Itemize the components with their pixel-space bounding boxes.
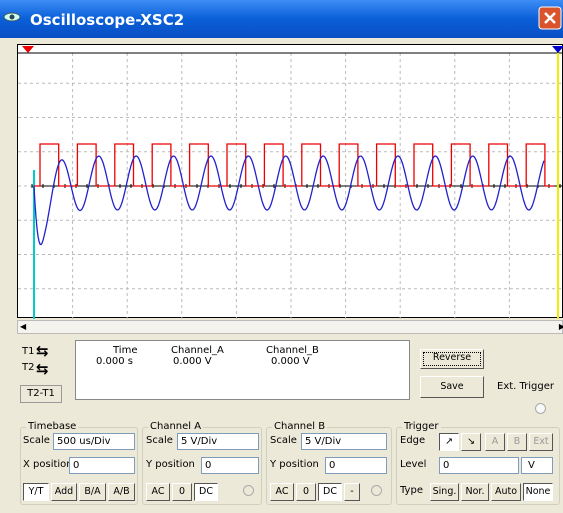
readout-header: Channel_B	[266, 345, 319, 356]
coupling-button[interactable]: AC	[270, 483, 294, 501]
group-label: Channel A	[148, 421, 204, 432]
coupling-button[interactable]: AC	[146, 483, 170, 501]
cursor-2-marker	[552, 46, 563, 53]
channel-a-group: Channel A Scale 5 V/Div Y position 0 AC …	[142, 421, 262, 505]
title-bar-bg	[0, 0, 563, 38]
level-input[interactable]: 0	[439, 457, 519, 474]
scale-input[interactable]: 5 V/Div	[177, 433, 259, 450]
channel-b-group: Channel B Scale 5 V/Div Y position 0 AC …	[266, 421, 392, 505]
edge-label: Edge	[400, 435, 426, 446]
readout-value: 0.000 V	[173, 356, 212, 367]
type-label: Type	[400, 485, 423, 496]
title-bar: Oscilloscope-XSC2	[0, 0, 563, 38]
position-input[interactable]: 0	[325, 457, 387, 474]
scale-label: Scale	[270, 435, 297, 446]
type-button[interactable]: Nor.	[461, 483, 489, 501]
t2-arrows[interactable]: ⇆	[36, 360, 49, 378]
group-label: Timebase	[26, 421, 79, 432]
position-input[interactable]: 0	[201, 457, 259, 474]
timebase-group: Timebase Scale 500 us/Div X position 0 Y…	[20, 421, 138, 505]
t1-arrows[interactable]: ⇆	[36, 342, 49, 360]
app-icon	[3, 12, 21, 22]
coupling-button[interactable]: DC	[318, 483, 342, 501]
readout: Time Channel_A Channel_B 0.000 s 0.000 V…	[75, 340, 410, 400]
position-label: X position	[23, 459, 73, 470]
mode-button[interactable]: A/B	[108, 483, 135, 501]
scale-input[interactable]: 500 us/Div	[53, 433, 135, 450]
reverse-button[interactable]: Reverse	[420, 349, 484, 369]
window-title: Oscilloscope-XSC2	[30, 11, 184, 29]
radio[interactable]	[243, 485, 254, 496]
radio[interactable]	[371, 485, 382, 496]
scale-label: Scale	[23, 435, 50, 446]
position-label: Y position	[146, 459, 195, 470]
cursor-1-marker	[22, 46, 34, 53]
screen	[17, 44, 563, 319]
close-button[interactable]	[538, 6, 562, 30]
coupling-button[interactable]: 0	[296, 483, 316, 501]
mode-button[interactable]: Y/T	[23, 483, 49, 501]
t2-t1-label: T2-T1	[20, 385, 62, 403]
mode-button[interactable]: Add	[51, 483, 77, 501]
scale-input[interactable]: 5 V/Div	[301, 433, 387, 450]
type-button[interactable]: Auto	[491, 483, 521, 501]
readout-header: Channel_A	[171, 345, 224, 356]
coupling-button[interactable]: DC	[194, 483, 218, 501]
readout-header: Time	[113, 345, 138, 356]
mode-button[interactable]: B/A	[79, 483, 106, 501]
rising-edge-button[interactable]: ↗	[439, 433, 459, 451]
coupling-button[interactable]: 0	[172, 483, 192, 501]
group-label: Trigger	[402, 421, 441, 432]
position-label: Y position	[270, 459, 319, 470]
ext-trigger-label: Ext. Trigger	[497, 381, 555, 392]
scrollbar[interactable]: ◀ ▶	[17, 320, 563, 334]
channel-a-trace	[34, 143, 554, 187]
save-button[interactable]: Save	[420, 376, 484, 398]
source-button[interactable]: A	[485, 433, 505, 451]
t2-label: T2	[22, 362, 35, 373]
level-unit[interactable]: V	[521, 457, 553, 474]
channel-b-trace	[33, 155, 545, 246]
level-label: Level	[400, 459, 427, 470]
readout-value: 0.000 s	[96, 356, 134, 367]
screen-plot	[18, 46, 563, 319]
type-button[interactable]: None	[523, 483, 553, 501]
type-button[interactable]: Sing.	[430, 483, 459, 501]
scroll-left[interactable]: ◀	[20, 322, 27, 331]
falling-edge-button[interactable]: ↘	[461, 433, 481, 451]
ext-trigger-radio[interactable]	[535, 403, 546, 414]
readout-value: 0.000 V	[271, 356, 310, 367]
t1-label: T1	[22, 346, 35, 357]
trigger-group: Trigger Edge ↗ ↘ A B Ext Level 0 V Type …	[396, 421, 560, 505]
scale-label: Scale	[146, 435, 173, 446]
coupling-button[interactable]: -	[344, 483, 360, 501]
source-button[interactable]: Ext	[529, 433, 553, 451]
group-label: Channel B	[272, 421, 328, 432]
source-button[interactable]: B	[507, 433, 527, 451]
scroll-right[interactable]: ▶	[558, 322, 563, 331]
position-input[interactable]: 0	[69, 457, 135, 474]
